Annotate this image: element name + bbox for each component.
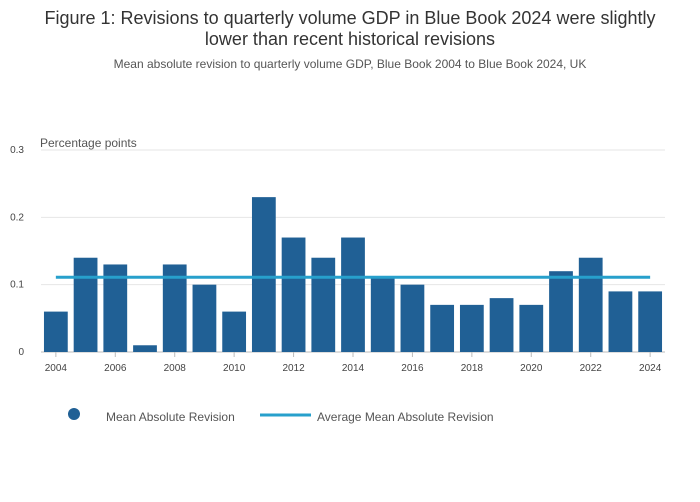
bar-2011[interactable]: [251, 197, 276, 352]
x-tick-label: 2022: [580, 363, 603, 374]
x-tick-label: 2018: [461, 363, 484, 374]
x-tick-label: 2010: [223, 363, 246, 374]
y-ticks: 0 0.1 0.2 0.3: [10, 145, 24, 358]
bar-2008[interactable]: [162, 264, 187, 352]
bar-2012[interactable]: [281, 237, 306, 352]
x-ticks: 2004 2006 2008 2010 2012 2014 2016 2018 2020 2022…: [45, 352, 662, 374]
bar-2023[interactable]: [608, 291, 633, 352]
y-tick-label: 0: [18, 347, 24, 358]
chart-title: Figure 1: Revisions to quarterly volume …: [44, 8, 656, 49]
bar-2024[interactable]: [638, 291, 663, 352]
x-tick-label: 2014: [342, 363, 365, 374]
bar-2018[interactable]: [459, 304, 484, 352]
bar-2004[interactable]: [43, 311, 68, 352]
bar-2005[interactable]: [73, 257, 98, 352]
bar-2019[interactable]: [489, 298, 514, 352]
x-tick-label: 2004: [45, 363, 68, 374]
bar-2015[interactable]: [370, 277, 395, 352]
bar-2013[interactable]: [311, 257, 336, 352]
y-axis-label: Percentage points: [40, 136, 137, 150]
x-tick-label: 2008: [164, 363, 187, 374]
legend: Mean Absolute Revision Average Mean Absol…: [68, 408, 494, 424]
y-tick-label: 0.2: [10, 212, 24, 223]
legend-bar-label[interactable]: Mean Absolute Revision: [106, 410, 235, 424]
y-tick-label: 0.3: [10, 145, 24, 156]
legend-bar-marker: [68, 408, 80, 420]
bar-2006[interactable]: [103, 264, 128, 352]
legend-line-label[interactable]: Average Mean Absolute Revision: [317, 410, 494, 424]
x-tick-label: 2016: [401, 363, 424, 374]
bar-2009[interactable]: [192, 284, 217, 352]
bar-2022[interactable]: [578, 257, 603, 352]
bar-2007[interactable]: [133, 345, 157, 352]
x-tick-label: 2020: [520, 363, 543, 374]
bar-2016[interactable]: [400, 284, 425, 352]
bar-2014[interactable]: [341, 237, 365, 352]
x-tick-label: 2024: [639, 363, 662, 374]
bar-2010[interactable]: [222, 311, 247, 352]
x-tick-label: 2012: [282, 363, 305, 374]
chart-subtitle: Mean absolute revision to quarterly volu…: [113, 57, 587, 71]
bar-series: [43, 197, 663, 352]
bar-2021[interactable]: [549, 271, 573, 352]
y-tick-label: 0.1: [10, 280, 24, 291]
x-tick-label: 2006: [104, 363, 127, 374]
bar-2017[interactable]: [430, 304, 455, 352]
bar-2020[interactable]: [519, 304, 544, 352]
